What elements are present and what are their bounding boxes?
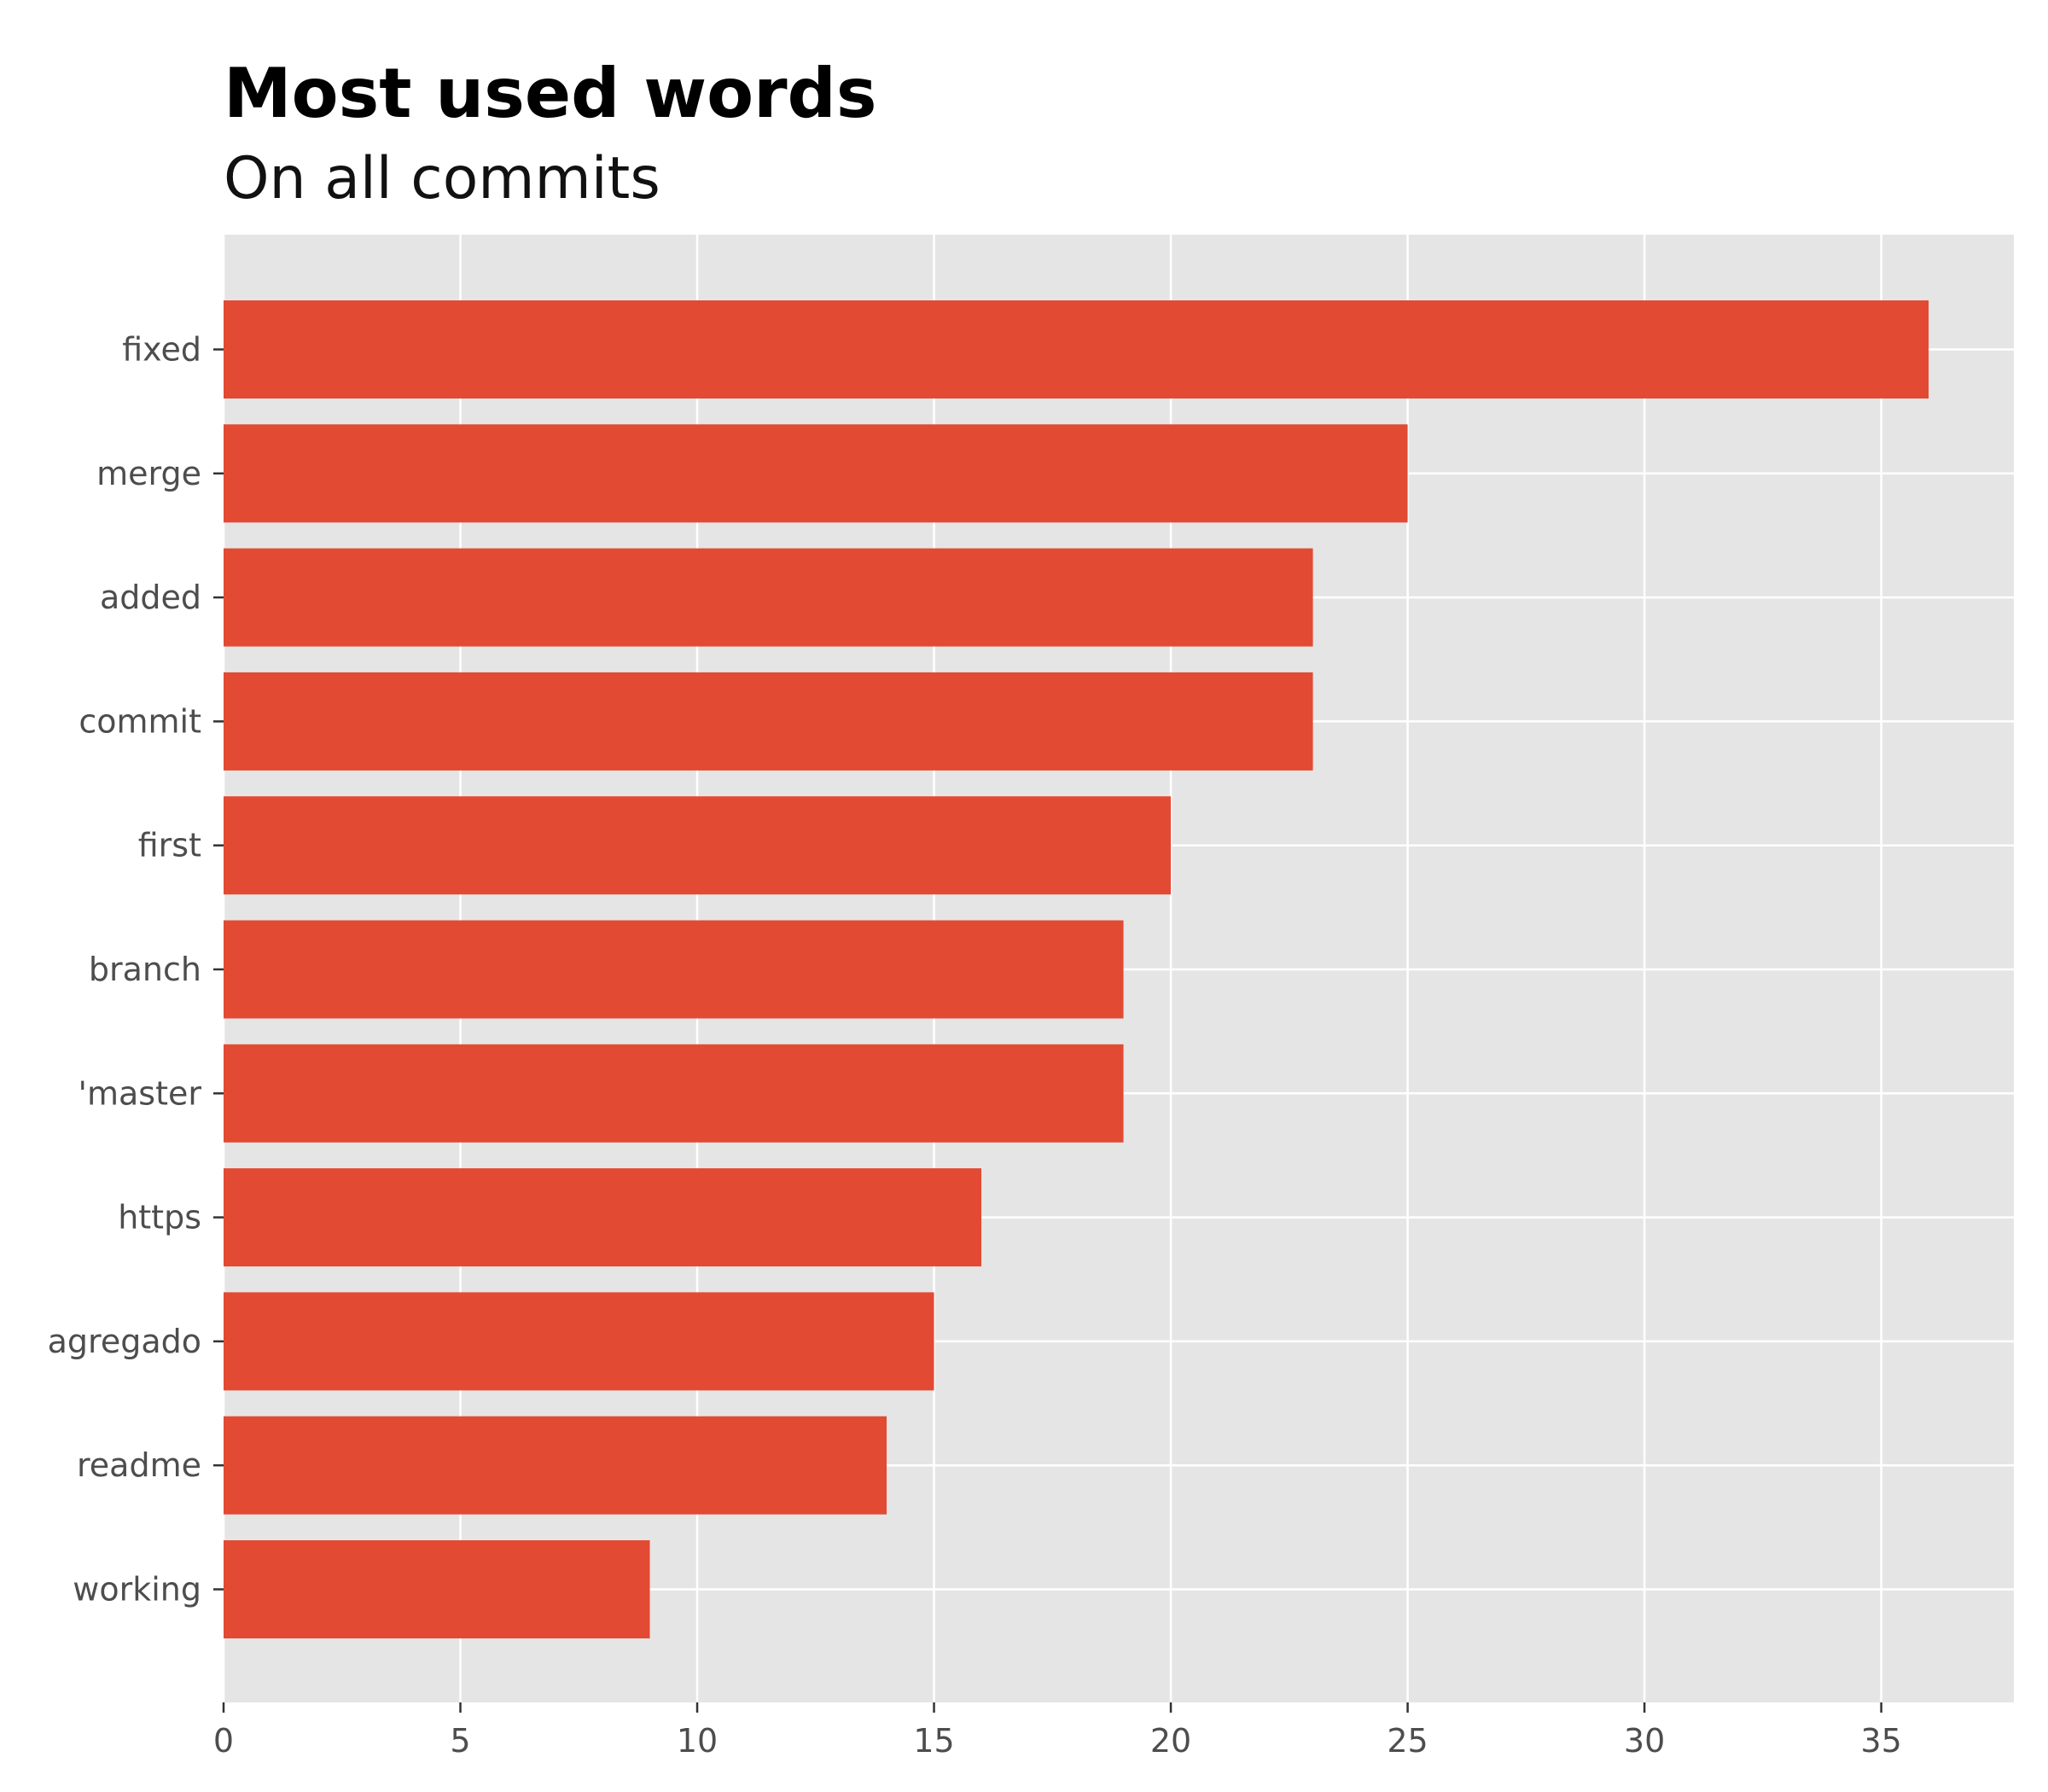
- bar-6: [224, 1044, 1124, 1143]
- y-tick-label: working: [73, 1571, 201, 1609]
- bar-3: [224, 672, 1313, 771]
- x-tick-label: 20: [1150, 1722, 1191, 1760]
- x-tick-label: 25: [1387, 1722, 1428, 1760]
- y-tick-label: added: [100, 579, 201, 616]
- bar-2: [224, 548, 1313, 647]
- bar-7: [224, 1168, 982, 1267]
- x-axis: 0 5 10 15 20 25 30 35: [213, 1702, 1902, 1760]
- y-tick-label: fixed: [122, 331, 201, 369]
- y-tick-label: branch: [89, 951, 201, 988]
- y-tick-label: readme: [77, 1446, 201, 1484]
- bars: [224, 300, 1929, 1638]
- chart-subtitle: On all commits: [224, 145, 660, 212]
- x-tick-label: 15: [913, 1722, 954, 1760]
- y-tick-label: 'master: [79, 1074, 202, 1112]
- bar-4: [224, 796, 1172, 895]
- y-tick-label: agregado: [48, 1323, 201, 1360]
- chart-title: Most used words: [224, 54, 877, 133]
- bar-1: [224, 424, 1408, 523]
- y-tick-label: merge: [96, 455, 201, 492]
- bar-10: [224, 1540, 650, 1638]
- y-tick-label: first: [138, 827, 201, 864]
- bar-5: [224, 920, 1124, 1019]
- x-tick-label: 0: [213, 1722, 234, 1760]
- bar-9: [224, 1416, 887, 1515]
- x-tick-label: 30: [1624, 1722, 1665, 1760]
- bar-0: [224, 300, 1929, 399]
- x-tick-label: 10: [677, 1722, 718, 1760]
- bar-8: [224, 1292, 934, 1391]
- y-axis: fixed merge added commit first branch 'master h…: [48, 331, 224, 1609]
- y-tick-label: https: [118, 1199, 201, 1236]
- x-tick-label: 35: [1860, 1722, 1901, 1760]
- x-tick-label: 5: [450, 1722, 470, 1760]
- y-tick-label: commit: [79, 702, 201, 740]
